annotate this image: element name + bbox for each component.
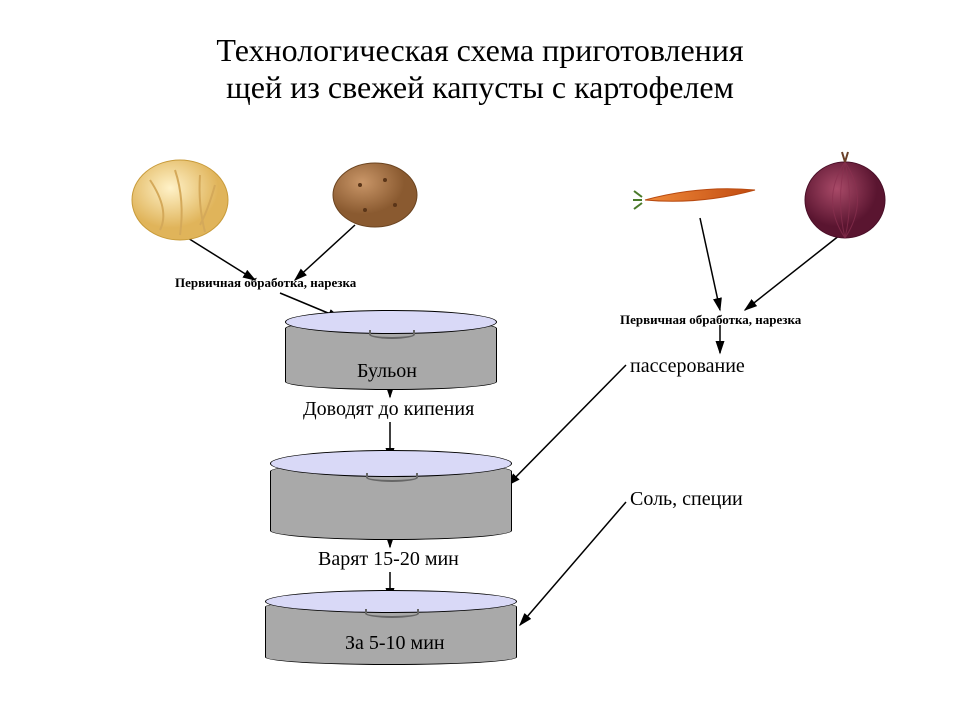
arrow bbox=[508, 365, 626, 485]
label-broth: Бульон bbox=[357, 360, 417, 383]
arrow bbox=[295, 225, 355, 280]
label-salt: Соль, специи bbox=[630, 488, 743, 511]
pot2 bbox=[270, 450, 510, 540]
label-saute: пассерование bbox=[630, 355, 745, 378]
diagram-stage: Технологическая схема приготовления щей … bbox=[0, 0, 960, 720]
potato-icon bbox=[333, 163, 417, 227]
onion-icon bbox=[805, 152, 885, 238]
carrot-icon bbox=[633, 189, 755, 209]
arrow bbox=[700, 218, 720, 310]
arrow bbox=[520, 502, 626, 625]
label-final: За 5-10 мин bbox=[345, 632, 445, 655]
label-boil: Доводят до кипения bbox=[303, 398, 474, 421]
arrow bbox=[745, 235, 840, 310]
label-prep_left: Первичная обработка, нарезка bbox=[175, 275, 356, 291]
label-cook: Варят 15-20 мин bbox=[318, 548, 459, 571]
cabbage-icon bbox=[132, 160, 228, 240]
label-prep_right: Первичная обработка, нарезка bbox=[620, 312, 801, 328]
